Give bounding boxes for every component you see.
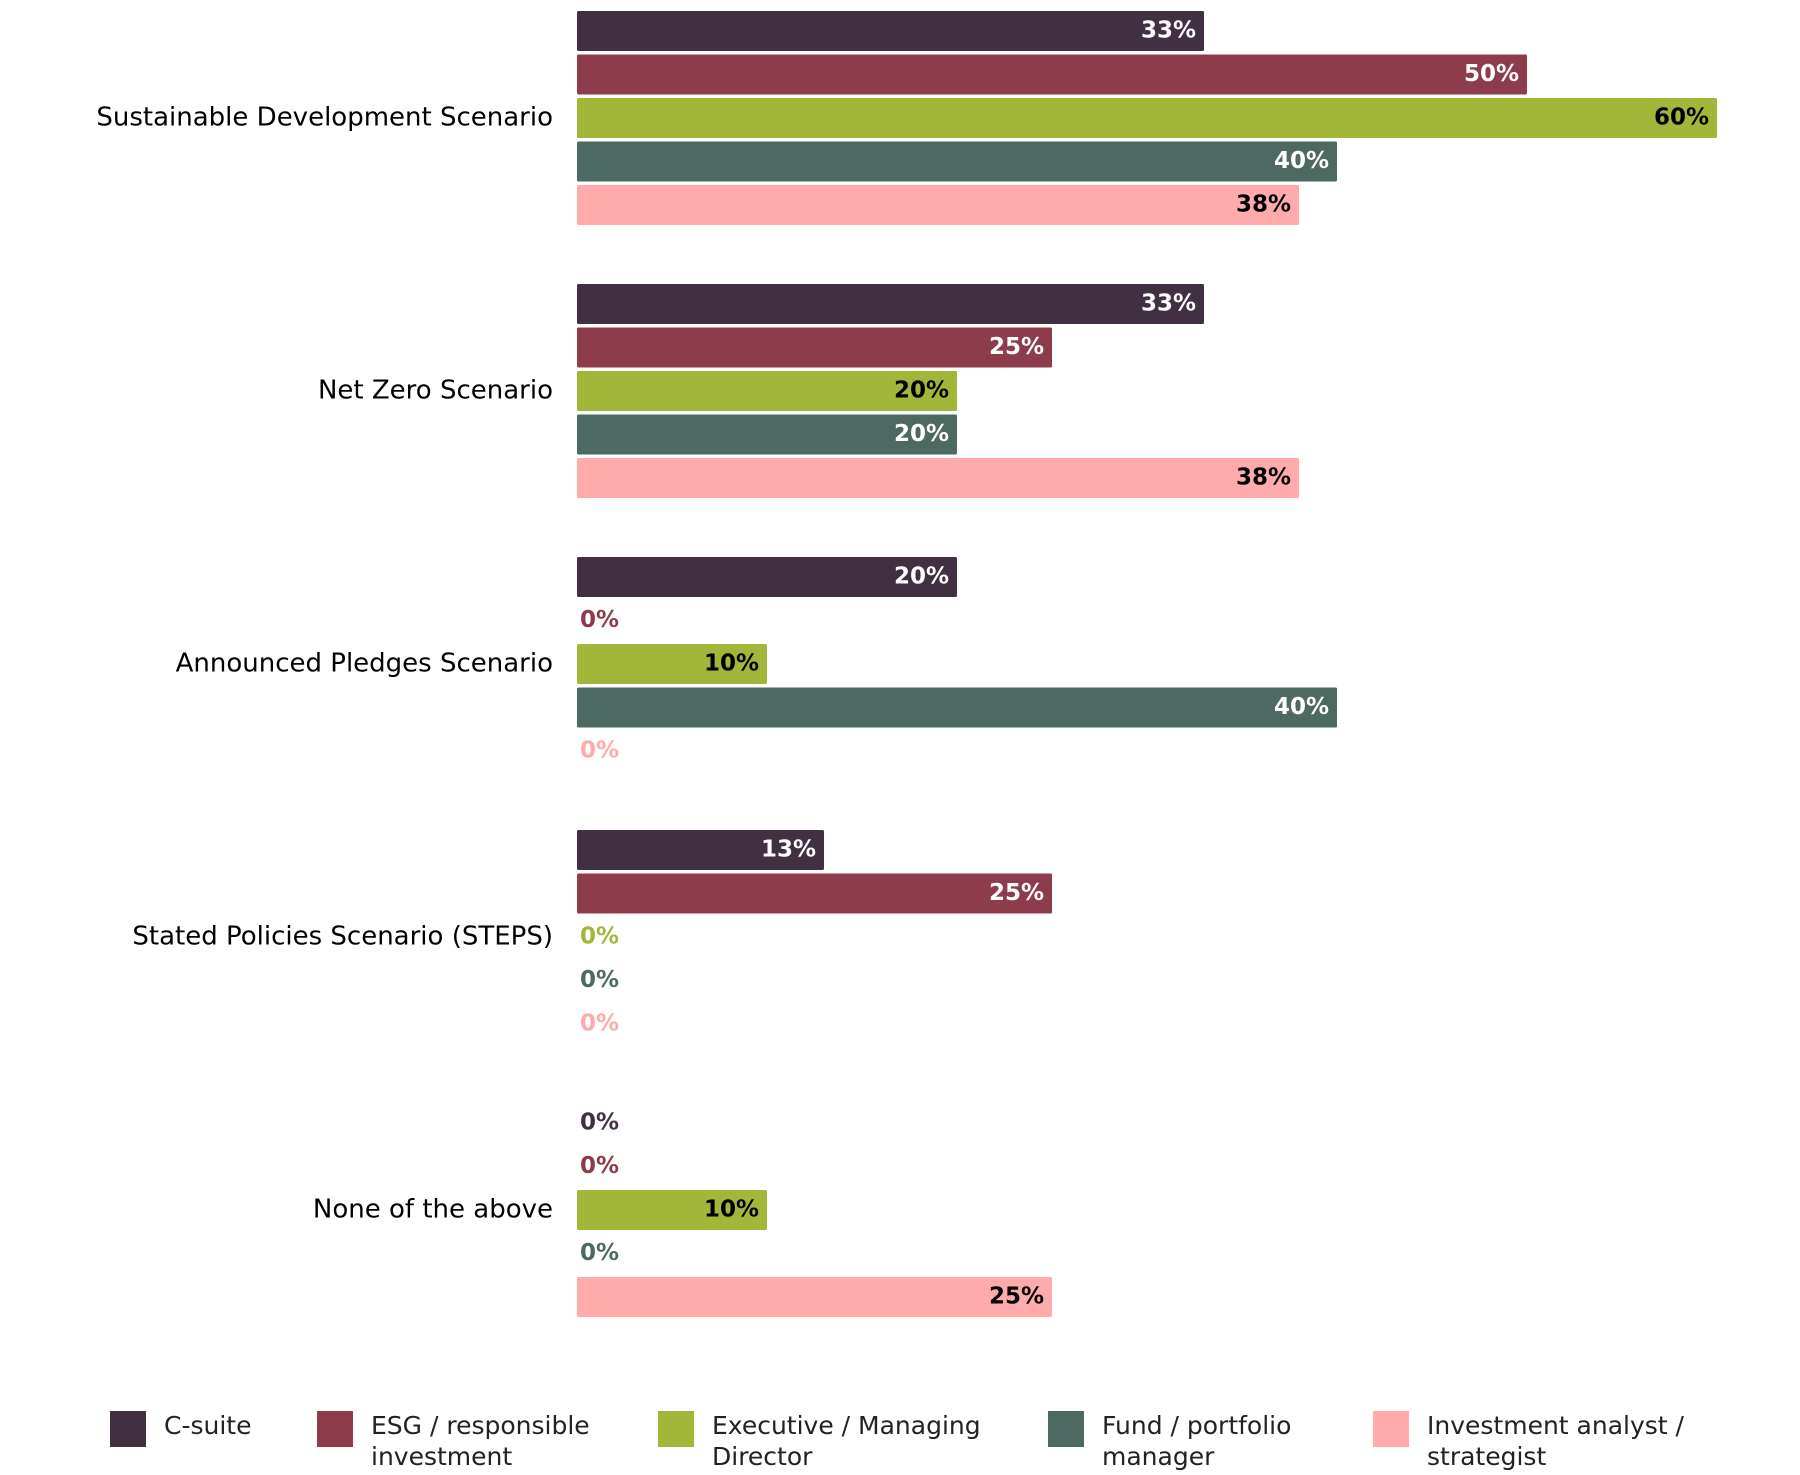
value-label: 0% [580,1153,619,1179]
legend-label: Fund / portfolio manager [1102,1410,1291,1472]
value-label: 0% [580,607,619,633]
legend-swatch [317,1411,353,1447]
legend-label-line: C-suite [164,1411,252,1440]
legend-label: C-suite [164,1410,251,1441]
value-label: 20% [894,378,949,404]
legend-swatch [1373,1411,1409,1447]
bar [577,284,1204,324]
bar [577,557,957,597]
bar-chart: Sustainable Development Scenario Net Zero… [96,11,1717,1317]
bar [577,830,824,870]
legend-swatch [658,1411,694,1447]
value-label: 20% [894,564,949,590]
category-label: Stated Policies Scenario (STEPS) [132,922,553,952]
value-label: 50% [1464,61,1519,87]
legend-item: Executive / Managing Director [658,1410,981,1472]
category-label: Net Zero Scenario [318,376,553,406]
value-label: 25% [989,880,1044,906]
bar [577,1277,1052,1317]
value-label: 60% [1654,105,1709,131]
bar [577,327,1052,368]
legend-label-line: Fund / portfolio [1102,1411,1292,1440]
legend-label-line: manager [1102,1442,1215,1471]
legend-label: Investment analyst / strategist [1427,1410,1684,1472]
value-label: 25% [989,334,1044,360]
legend-label-line: ESG / responsible [371,1411,590,1440]
value-label: 33% [1141,18,1196,44]
legend-label-line: strategist [1427,1442,1547,1471]
value-label: 38% [1236,192,1291,218]
legend-label-line: Investment analyst / [1427,1411,1684,1440]
value-label: 38% [1236,465,1291,491]
value-label: 10% [704,1197,759,1223]
legend-item: C-suite [110,1410,251,1447]
legend-label-line: Director [712,1442,813,1471]
value-label: 33% [1141,291,1196,317]
category-label: Announced Pledges Scenario [176,649,553,679]
category-labels: Sustainable Development Scenario Net Zero… [96,103,553,1225]
category-label: Sustainable Development Scenario [96,103,553,133]
bar [577,458,1299,498]
value-label: 0% [580,967,619,993]
value-label: 0% [580,1011,619,1037]
legend-item: ESG / responsible investment [317,1410,590,1472]
legend-swatch [1048,1411,1084,1447]
value-labels: 33% 50% 60% 40% 38% 33% 25% 20% 20% 38% 20% 0% 10% 40… [580,18,1709,1310]
bar [577,11,1204,51]
value-label: 25% [989,1284,1044,1310]
legend-label: ESG / responsible investment [371,1410,590,1472]
bar [577,371,957,411]
category-label: None of the above [313,1195,553,1225]
bar [577,185,1299,225]
value-label: 0% [580,1240,619,1266]
bar [577,98,1717,138]
bar [577,687,1337,728]
bar [577,414,957,455]
legend-label-line: Executive / Managing [712,1411,981,1440]
value-label: 10% [704,651,759,677]
legend-label-line: investment [371,1442,513,1471]
value-label: 0% [580,1110,619,1136]
bar [577,873,1052,914]
value-label: 0% [580,924,619,950]
value-label: 40% [1274,148,1329,174]
value-label: 40% [1274,694,1329,720]
legend-item: Fund / portfolio manager [1048,1410,1291,1472]
legend-item: Investment analyst / strategist [1373,1410,1684,1472]
legend-label: Executive / Managing Director [712,1410,981,1472]
bar [577,1190,767,1230]
bar [577,644,767,684]
legend-swatch [110,1411,146,1447]
bar [577,141,1337,182]
value-label: 13% [761,837,816,863]
value-label: 20% [894,421,949,447]
value-label: 0% [580,738,619,764]
bar [577,54,1527,95]
legend: C-suite ESG / responsible investment Execut… [110,1410,1730,1472]
bars [577,11,1717,1317]
